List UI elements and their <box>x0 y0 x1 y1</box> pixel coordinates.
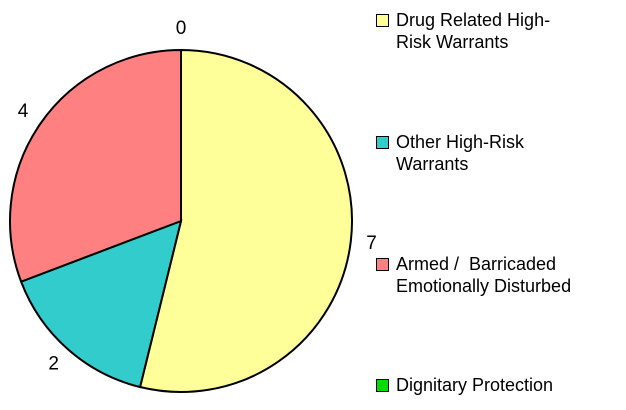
legend-label: Armed / Barricaded Emotionally Disturbed <box>396 254 572 296</box>
pie-slice <box>9 48 182 283</box>
legend-item: Other High-Risk Warrants <box>376 131 616 175</box>
slice-label: 0 <box>176 18 187 39</box>
legend-item: Armed / Barricaded Emotionally Disturbed <box>376 253 616 297</box>
pie-slice <box>138 48 353 393</box>
slice-label: 4 <box>18 101 29 122</box>
legend-item: Drug Related High-Risk Warrants <box>376 9 616 53</box>
legend-swatch <box>376 136 389 149</box>
legend-label: Drug Related High-Risk Warrants <box>396 10 551 52</box>
legend-item: Dignitary Protection <box>376 374 616 396</box>
pie-slice <box>19 219 183 389</box>
slice-label: 7 <box>366 233 377 254</box>
legend-label: Other High-Risk Warrants <box>396 132 530 174</box>
legend-swatch <box>376 258 389 271</box>
legend-swatch <box>376 379 389 392</box>
legend-label: Dignitary Protection <box>396 375 554 395</box>
legend-swatch <box>376 14 389 27</box>
slice-label: 2 <box>48 354 59 375</box>
